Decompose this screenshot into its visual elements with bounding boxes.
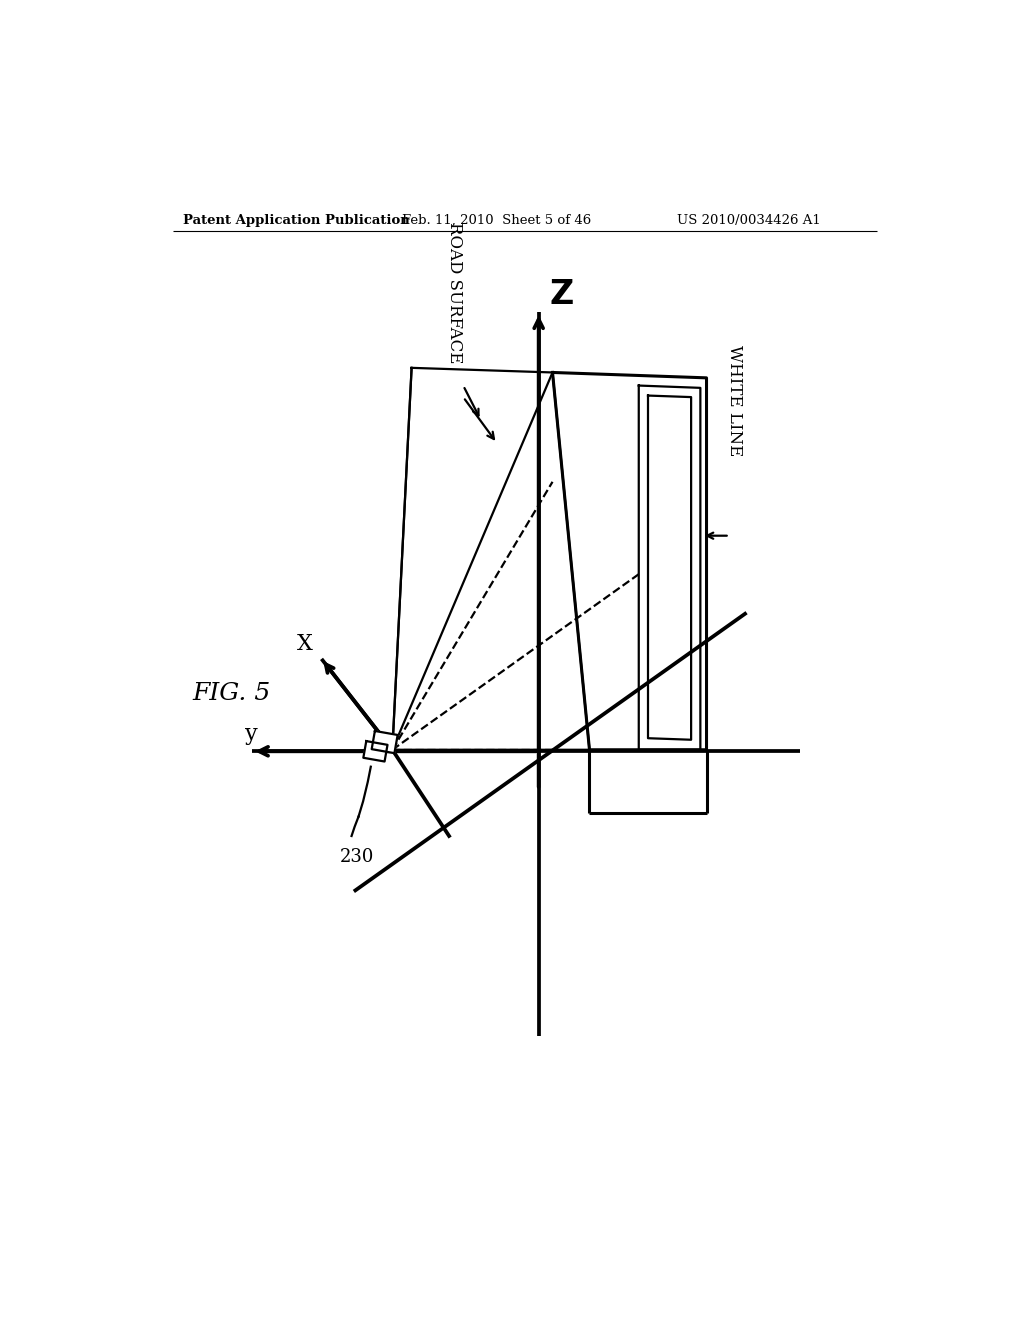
Text: Feb. 11, 2010  Sheet 5 of 46: Feb. 11, 2010 Sheet 5 of 46 bbox=[402, 214, 592, 227]
Text: ROAD SURFACE: ROAD SURFACE bbox=[446, 222, 463, 364]
Text: 230: 230 bbox=[340, 847, 375, 866]
Text: US 2010/0034426 A1: US 2010/0034426 A1 bbox=[677, 214, 821, 227]
Text: y: y bbox=[245, 723, 257, 744]
Polygon shape bbox=[372, 731, 397, 754]
Text: FIG. 5: FIG. 5 bbox=[193, 682, 270, 705]
Text: WHITE LINE: WHITE LINE bbox=[726, 346, 742, 457]
Text: X: X bbox=[297, 634, 313, 655]
Text: Z: Z bbox=[550, 279, 573, 312]
Polygon shape bbox=[364, 741, 387, 762]
Text: Patent Application Publication: Patent Application Publication bbox=[183, 214, 410, 227]
